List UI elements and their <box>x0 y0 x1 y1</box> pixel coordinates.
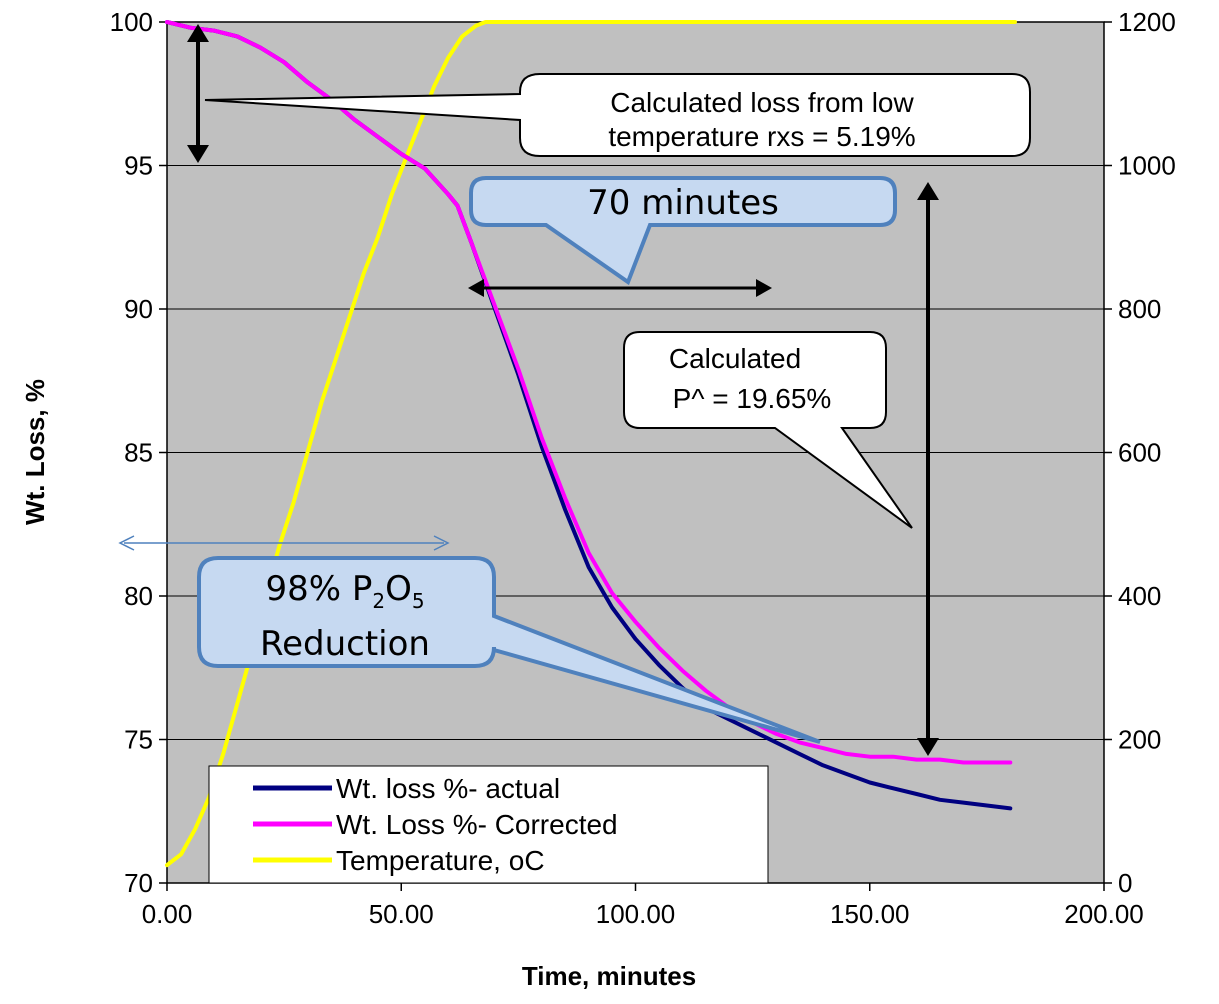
low-temp-arrowhead-top <box>187 24 209 42</box>
reduction-callout-shape <box>197 556 821 744</box>
legend: Wt. loss %- actual Wt. Loss %- Corrected T… <box>208 765 769 884</box>
series-line-2 <box>165 20 1013 765</box>
y-tick-label: 95 <box>124 151 153 181</box>
p-loss-callout-line1: Calculated <box>669 343 801 374</box>
x-tick-label: 100.00 <box>596 899 676 929</box>
x-tick-label: 150.00 <box>830 899 910 929</box>
p-loss-callout-shape <box>623 331 913 529</box>
x-axis-title: Time, minutes <box>522 961 696 991</box>
legend-label: Temperature, oC <box>336 845 545 876</box>
y-axis-title: Wt. Loss, % <box>20 379 50 525</box>
y2-tick-label: 800 <box>1118 294 1161 324</box>
y2-tick-label: 1200 <box>1118 7 1176 37</box>
x-tick-label: 0.00 <box>142 899 193 929</box>
p-loss-arrowhead-bottom <box>917 738 939 756</box>
p-loss-callout: Calculated P^ = 19.65% <box>623 182 939 756</box>
y2-tick-label: 200 <box>1118 725 1161 755</box>
y2-tick-label: 0 <box>1118 868 1132 898</box>
x-tick-label: 200.00 <box>1064 899 1144 929</box>
x-axis-ticks: 0.00 50.00 100.00 150.00 200.00 <box>142 883 1144 929</box>
y-tick-label: 100 <box>110 7 153 37</box>
y2-axis-ticks: 0 200 400 600 800 1000 1200 <box>1104 7 1176 898</box>
legend-label: Wt. loss %- actual <box>336 773 560 804</box>
low-temp-callout: Calculated loss from low temperature rxs… <box>187 24 1031 163</box>
reduction-callout-line1: 98% P2O5 <box>265 569 424 613</box>
minutes-callout-text: 70 minutes <box>587 183 779 223</box>
y-tick-label: 80 <box>124 581 153 611</box>
legend-label: Wt. Loss %- Corrected <box>336 809 618 840</box>
p-loss-callout-line2: P^ = 19.65% <box>673 383 832 414</box>
thin-span-arrow <box>118 535 450 551</box>
series-layer <box>165 20 1017 868</box>
minutes-span-arrowhead-left <box>468 279 484 297</box>
y-axis-ticks: 70 75 80 85 90 95 100 <box>110 7 167 898</box>
y-tick-label: 70 <box>124 868 153 898</box>
reduction-callout-line2: Reduction <box>260 624 430 664</box>
low-temp-callout-shape <box>204 73 1031 157</box>
low-temp-arrowhead-bottom <box>187 145 209 163</box>
series-line-3 <box>165 20 1017 868</box>
minutes-callout: 70 minutes <box>468 176 897 297</box>
y2-tick-label: 600 <box>1118 438 1161 468</box>
minutes-span-arrowhead-right <box>756 279 772 297</box>
low-temp-callout-line1: Calculated loss from low <box>610 87 914 118</box>
low-temp-callout-line2: temperature rxs = 5.19% <box>608 121 915 152</box>
minutes-callout-shape <box>469 176 897 286</box>
y-tick-label: 85 <box>124 438 153 468</box>
reduction-callout: 98% P2O5 Reduction <box>197 556 821 744</box>
y2-tick-label: 400 <box>1118 581 1161 611</box>
y-tick-label: 90 <box>124 294 153 324</box>
y2-tick-label: 1000 <box>1118 151 1176 181</box>
y-tick-label: 75 <box>124 725 153 755</box>
x-tick-label: 50.00 <box>369 899 434 929</box>
p-loss-arrowhead-top <box>917 182 939 200</box>
